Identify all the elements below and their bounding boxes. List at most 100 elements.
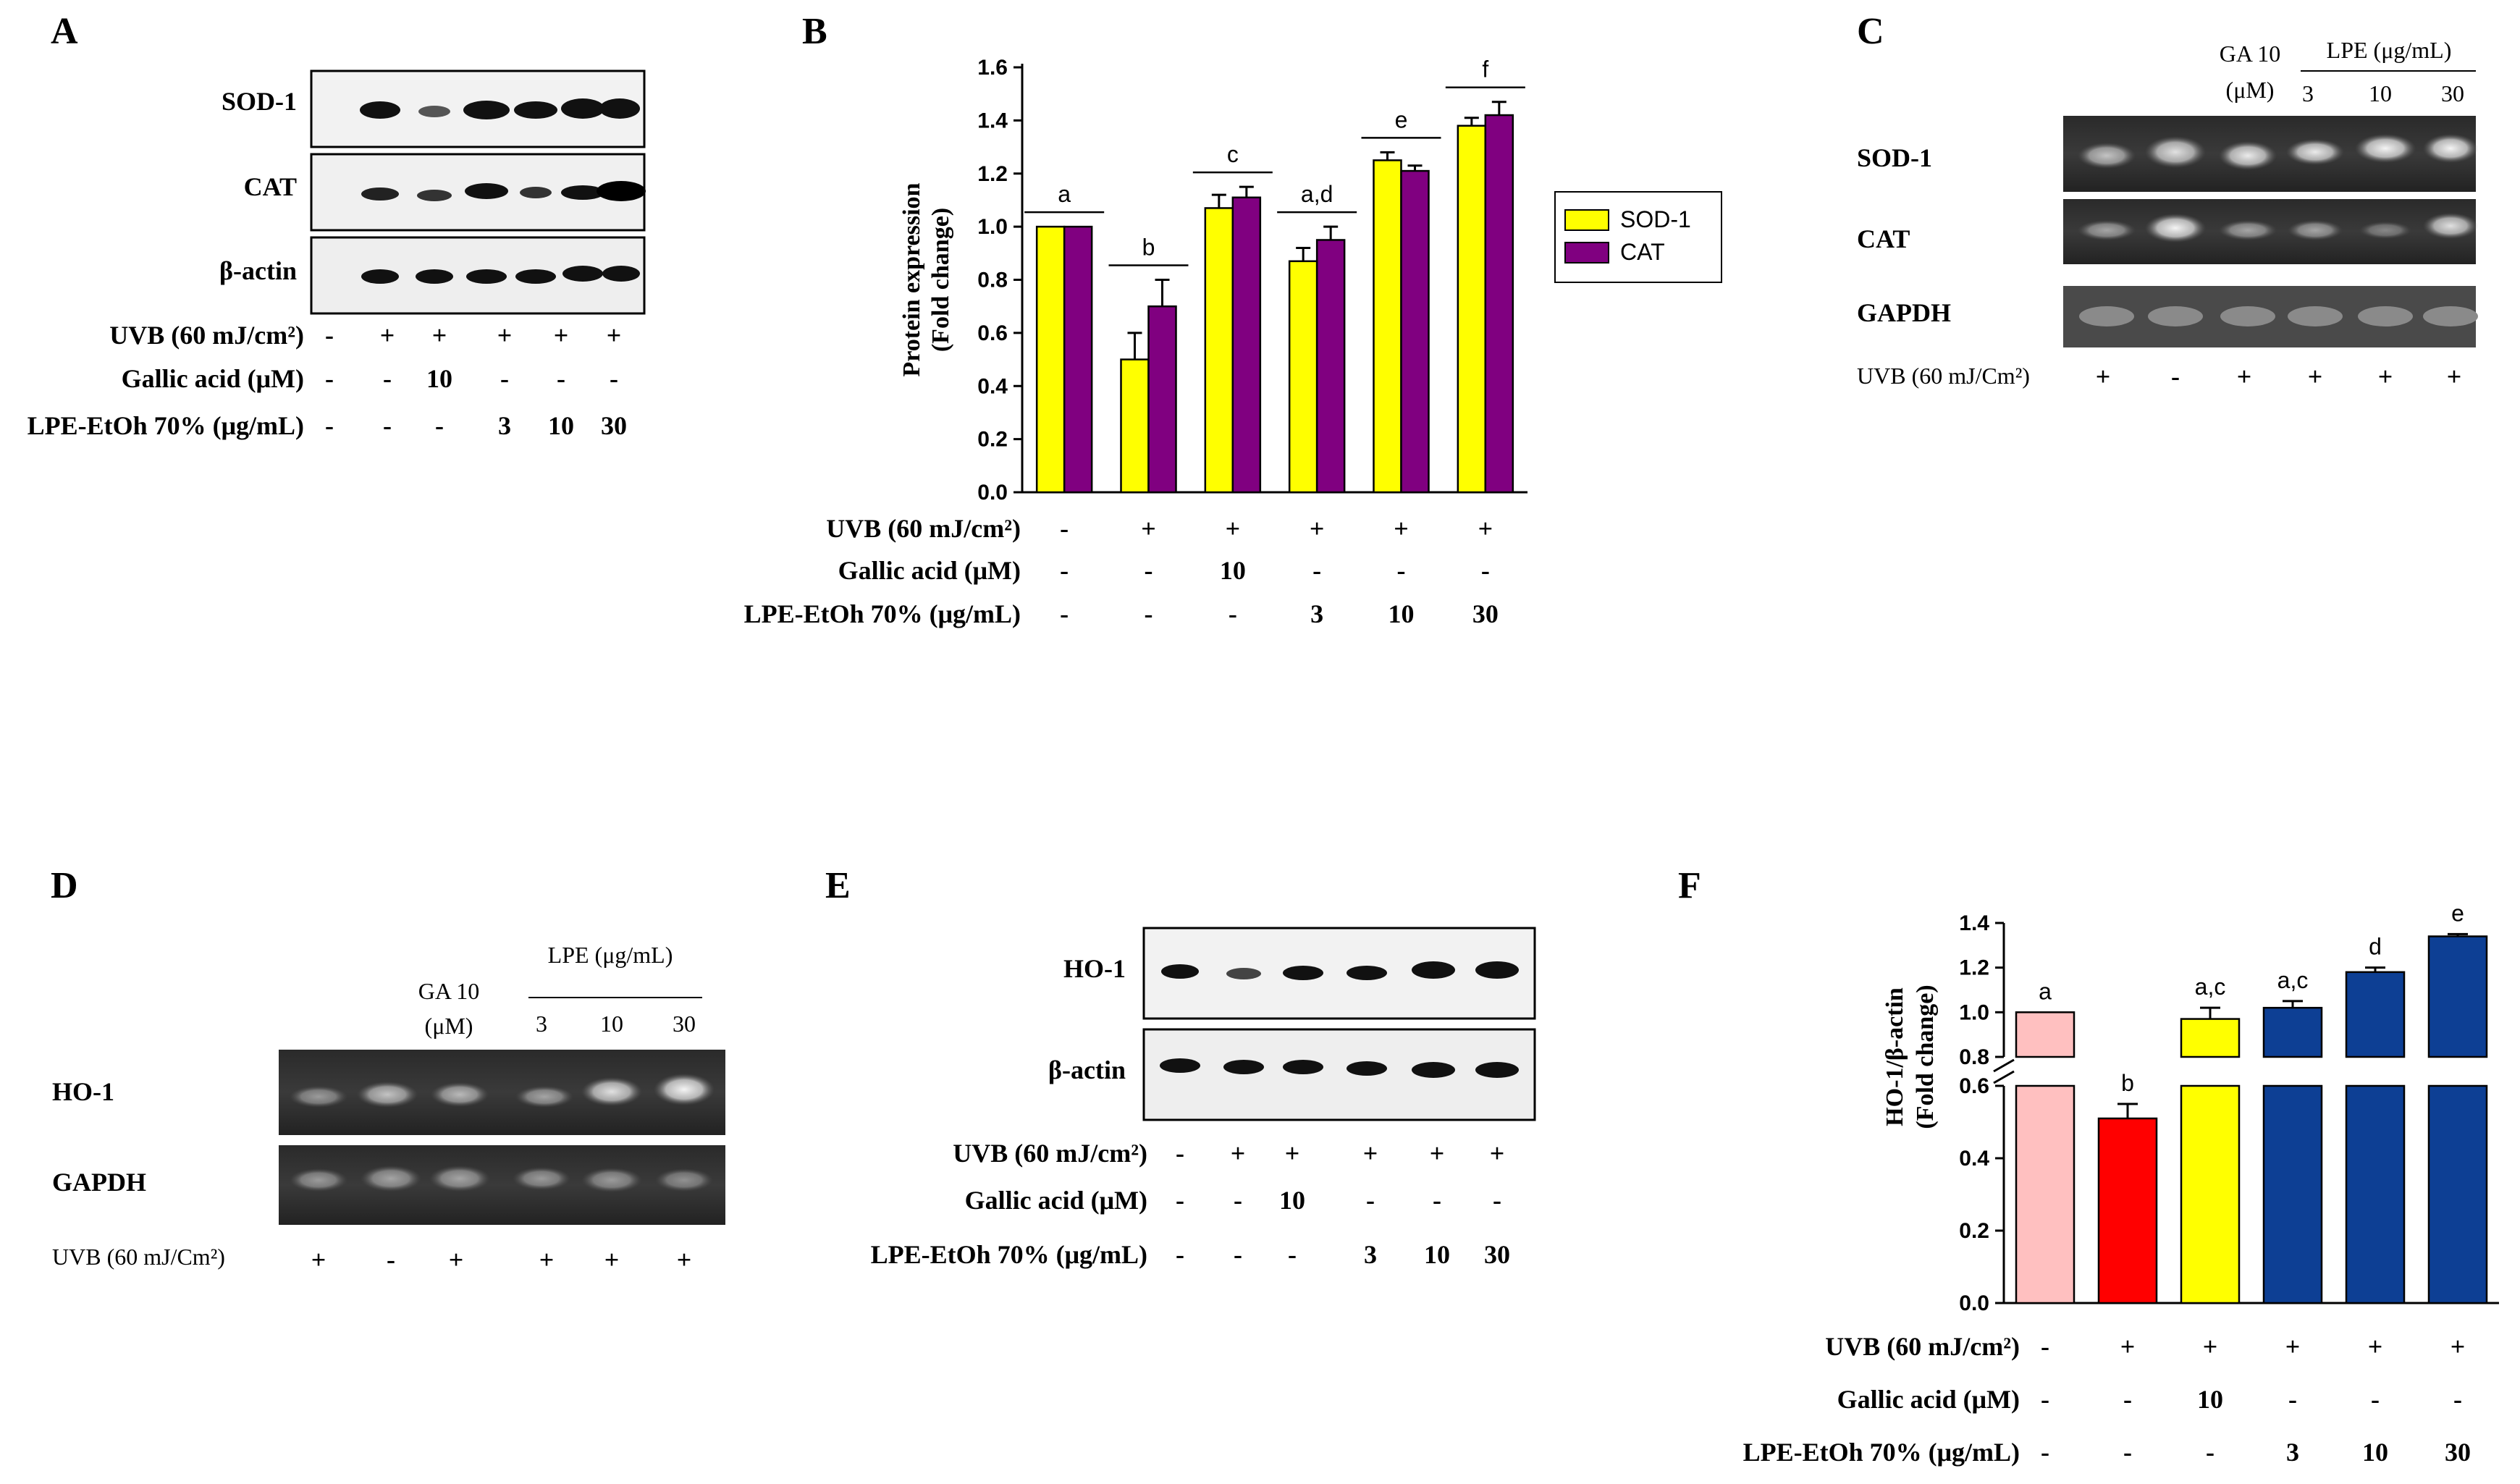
condition-value: +	[1490, 1139, 1505, 1168]
significance-label: f	[1482, 56, 1488, 83]
condition-value: -	[2371, 1385, 2380, 1414]
legend-label: CAT	[1620, 239, 1665, 265]
panel-e: E HO-1 β-actin UVB (60 mJ/cm²) - + + + + +Gall…	[825, 865, 1536, 1269]
y-axis-title-line: (Fold change)	[1912, 985, 1939, 1129]
condition-value: -	[2041, 1332, 2049, 1361]
condition-value: +	[554, 321, 569, 350]
y-tick-label: 0.4	[1959, 1147, 1989, 1171]
condition-value: -	[383, 364, 392, 393]
uvb-value: +	[2308, 362, 2323, 391]
bar-sod-1	[1120, 358, 1150, 494]
y-axis-title-line: (Fold change)	[927, 208, 954, 352]
condition-value: +	[1310, 514, 1325, 543]
condition-value: -	[383, 411, 392, 440]
panel-letter-f: F	[1678, 865, 1701, 906]
gel-c-dose-30: 30	[2441, 80, 2464, 106]
condition-value: -	[2041, 1385, 2049, 1414]
panel-letter-c: C	[1857, 11, 1884, 52]
uvb-value: -	[387, 1245, 395, 1274]
chart-f: 0.0 0.2 0.4 0.6 0.8 1.0 1.2 1.4 HO-1/β-actin (Fol…	[1881, 900, 2499, 1315]
uvb-value: +	[2447, 362, 2462, 391]
condition-value: 30	[2445, 1438, 2471, 1467]
condition-value: 3	[2286, 1438, 2299, 1467]
bar-sod-1	[1373, 159, 1402, 494]
bar-sod-1	[1035, 225, 1066, 494]
condition-value: -	[500, 364, 509, 393]
condition-value: -	[2041, 1438, 2049, 1467]
significance-label: a,c	[2277, 967, 2309, 993]
bar-sod-1	[1204, 207, 1234, 494]
y-tick-label: 0.6	[977, 321, 1008, 345]
gel-c-header-lpe: LPE (μg/mL)	[2327, 37, 2452, 63]
panel-letter-a: A	[51, 11, 78, 52]
panel-d: D GA 10 (μM) LPE (μg/mL) 3 10 30 HO-1 GA…	[51, 865, 725, 1274]
condition-label: UVB (60 mJ/cm²)	[109, 321, 304, 350]
condition-value: +	[380, 321, 395, 350]
gel-label-c-gapdh: GAPDH	[1857, 298, 1951, 327]
condition-value: -	[1366, 1186, 1375, 1215]
bar-upper-segment	[2427, 935, 2488, 1058]
gel-d-dose-3: 3	[536, 1011, 547, 1037]
condition-value: 30	[1484, 1240, 1510, 1269]
condition-value: -	[325, 321, 334, 350]
uvb-value: -	[2171, 362, 2180, 391]
condition-value: 10	[2362, 1438, 2388, 1467]
condition-label: LPE-EtOh 70% (μg/mL)	[28, 411, 304, 440]
panel-letter-d: D	[51, 865, 78, 906]
gel-d-uvb-label: UVB (60 mJ/Cm²)	[52, 1244, 225, 1270]
gel-d-uvb-values: + - + + + +	[311, 1245, 692, 1274]
condition-table-f: UVB (60 mJ/cm²) - + + + + +Gallic acid (μM) - -1…	[1743, 1332, 2471, 1467]
significance-label: a,c	[2195, 974, 2226, 1000]
bar-upper-segment	[2015, 1011, 2076, 1058]
condition-value: -	[1060, 556, 1069, 585]
condition-value: +	[1394, 514, 1409, 543]
condition-value: -	[1145, 599, 1153, 628]
y-tick-label: 0.4	[977, 374, 1008, 398]
condition-value: -	[435, 411, 444, 440]
gel-d-ho1: HO-1	[52, 1050, 725, 1135]
y-tick-label: 0.2	[977, 428, 1008, 452]
gel-label-d-gapdh: GAPDH	[52, 1168, 146, 1197]
blot-e-actin: β-actin	[1048, 1028, 1536, 1121]
significance-label: a	[2039, 978, 2052, 1004]
significance-label: b	[2121, 1070, 2134, 1096]
chart-b: 0.0 0.2 0.4 0.6 0.8 1.0 1.2 1.4 1.6 Protein expre…	[898, 56, 1722, 505]
condition-label: UVB (60 mJ/cm²)	[953, 1139, 1147, 1168]
gel-d-header-lpe: LPE (μg/mL)	[548, 942, 673, 968]
panel-letter-e: E	[825, 865, 851, 906]
condition-value: -	[1060, 514, 1069, 543]
gel-label-c-cat: CAT	[1857, 224, 1910, 253]
condition-value: -	[2123, 1385, 2132, 1414]
panel-letter-b: B	[802, 11, 827, 52]
uvb-value: +	[539, 1245, 555, 1274]
y-tick-label: 1.0	[977, 215, 1008, 239]
axis-break-mark	[1993, 1058, 2015, 1073]
bar-cat	[1231, 196, 1262, 494]
gel-c-uvb-values: + - + + + +	[2096, 362, 2462, 391]
gel-d-dose-30: 30	[673, 1011, 696, 1037]
bar-cat	[1400, 169, 1430, 494]
significance-label: c	[1227, 141, 1239, 167]
condition-label: UVB (60 mJ/cm²)	[826, 514, 1021, 543]
condition-value: -	[2123, 1438, 2132, 1467]
y-axis-title-line: Protein expression	[898, 182, 925, 376]
bar	[2097, 1117, 2158, 1304]
gel-c-dose-10: 10	[2369, 80, 2392, 106]
axis-break-mark	[1993, 1070, 2015, 1084]
condition-value: +	[432, 321, 447, 350]
condition-value: 3	[498, 411, 511, 440]
blot-a-sod1: SOD-1	[222, 69, 646, 148]
condition-value: -	[1060, 599, 1069, 628]
bar-cat	[1315, 239, 1346, 494]
panel-c: C GA 10 (μM) LPE (μg/mL) 3 10 30 SOD-1 C…	[1857, 11, 2478, 391]
condition-value: +	[2368, 1332, 2383, 1361]
significance-label: a	[1058, 181, 1071, 207]
y-tick-label: 1.2	[977, 162, 1008, 186]
y-axis-title: Protein expression(Fold change)	[898, 182, 954, 376]
condition-value: 10	[426, 364, 452, 393]
condition-value: +	[1231, 1139, 1246, 1168]
significance-label: a,d	[1301, 181, 1333, 207]
condition-value: -	[1176, 1240, 1184, 1269]
bar-cat	[1484, 114, 1514, 494]
legend-label: SOD-1	[1620, 206, 1691, 232]
